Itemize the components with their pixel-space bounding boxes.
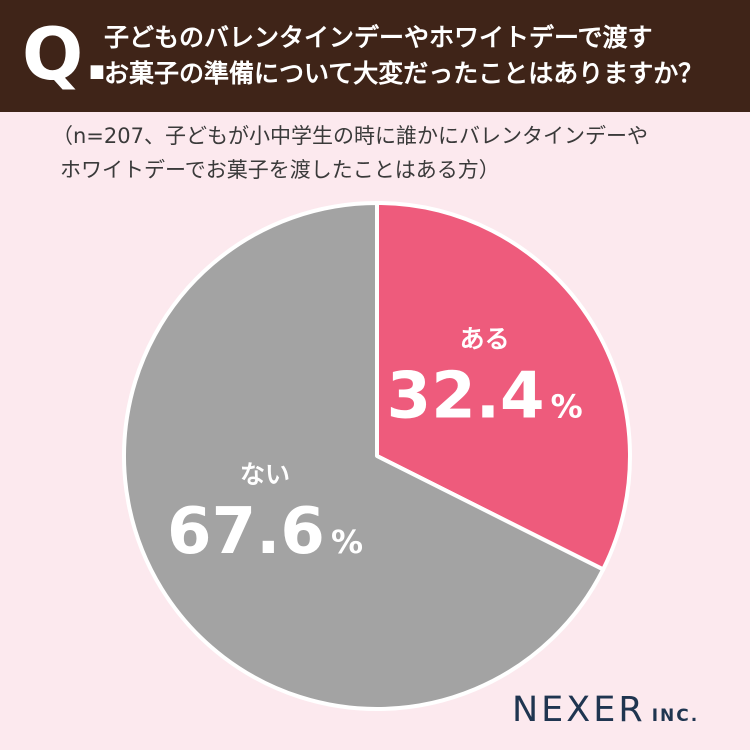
sample-note-line-1: （n=207、子どもが小中学生の時に誰かにバレンタインデーや [52,124,648,148]
question-header: Q. 子どものバレンタインデーやホワイトデーで渡す お菓子の準備について大変だっ… [0,0,750,112]
logo-suffix-text: INC. [651,706,700,726]
question-line-1: 子どものバレンタインデーやホワイトデーで渡す [104,23,653,52]
slice-label-1: ない [240,460,290,489]
question-line-2: お菓子の準備について大変だったことはありますか？ [104,59,704,88]
slice-value-0: 32.4% [387,360,583,434]
nexer-logo: NEXER INC. [512,690,699,730]
pie-slice-0 [375,201,632,572]
slice-label-0: ある [460,325,510,354]
slice-value-1: 67.6% [167,495,363,569]
q-label: Q. [22,12,111,96]
sample-note-line-2: ホワイトデーでお菓子を渡したことはある方） [60,158,500,182]
logo-main-text: NEXER [512,690,646,730]
pie-slice-1 [122,201,606,711]
